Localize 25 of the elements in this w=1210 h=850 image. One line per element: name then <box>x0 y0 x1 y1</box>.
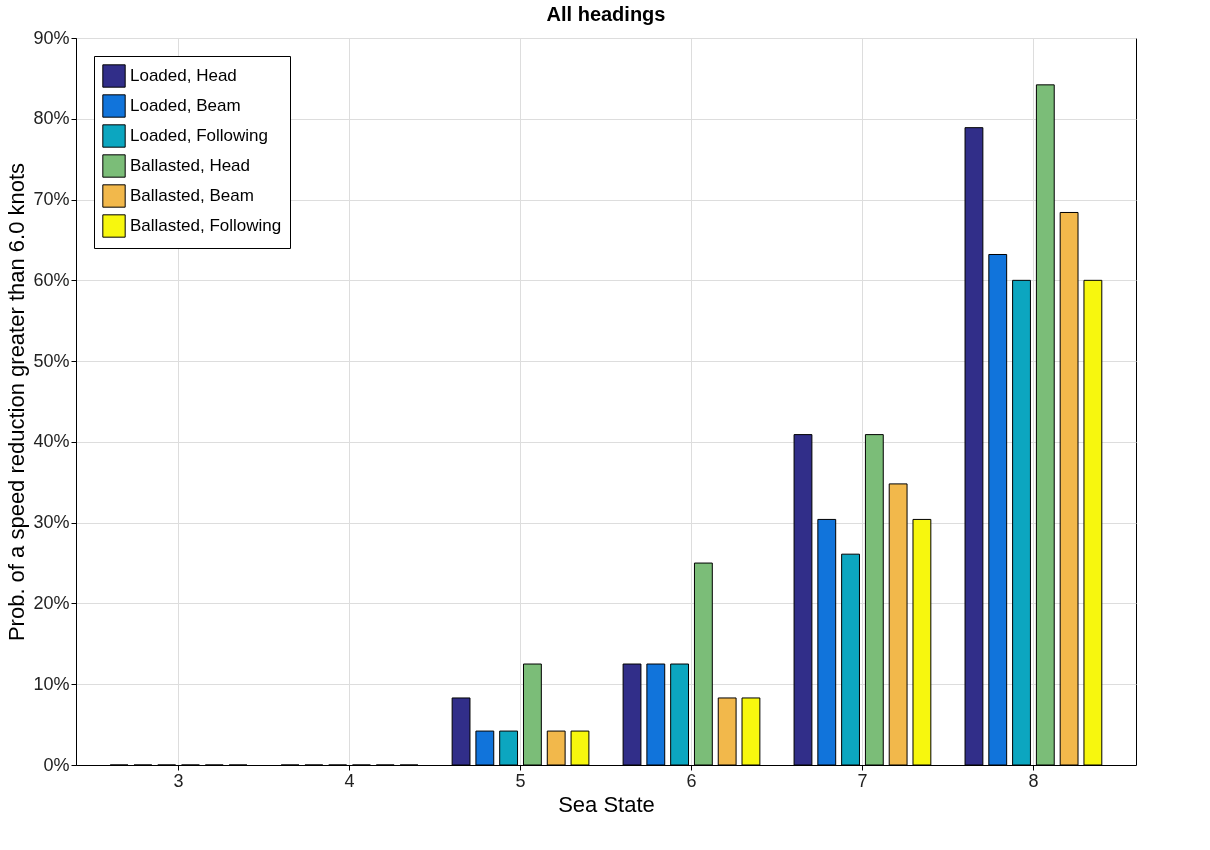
y-tick-label: 80% <box>33 108 70 129</box>
legend-label: Loaded, Head <box>130 66 237 85</box>
y-tick-label: 60% <box>33 269 70 290</box>
chart-title: All headings <box>546 3 666 25</box>
x-tick-label: 5 <box>515 770 526 791</box>
x-tick-label: 8 <box>1028 770 1039 791</box>
x-tick-label: 4 <box>344 770 355 791</box>
y-tick-label: 10% <box>33 673 70 694</box>
y-tick-label: 40% <box>33 431 70 452</box>
y-axis-title: Prob. of a speed reduction greater than 6.0 knots <box>4 162 30 642</box>
y-tick-label: 50% <box>33 350 70 371</box>
x-tick-label: 7 <box>857 770 868 791</box>
legend-label: Ballasted, Following <box>130 216 282 235</box>
x-tick-label: 6 <box>686 770 697 791</box>
legend-label: Ballasted, Head <box>130 156 251 175</box>
y-tick-label: 0% <box>43 754 70 775</box>
x-tick-label: 3 <box>173 770 184 791</box>
legend-label: Loaded, Following <box>130 126 268 145</box>
y-tick-label: 20% <box>33 592 70 613</box>
x-axis-title: Sea State <box>558 791 655 817</box>
y-tick-label: 90% <box>33 27 70 48</box>
legend-label: Ballasted, Beam <box>130 186 254 205</box>
y-tick-label: 70% <box>33 189 70 210</box>
y-tick-label: 30% <box>33 512 70 533</box>
legend-label: Loaded, Beam <box>130 96 241 115</box>
